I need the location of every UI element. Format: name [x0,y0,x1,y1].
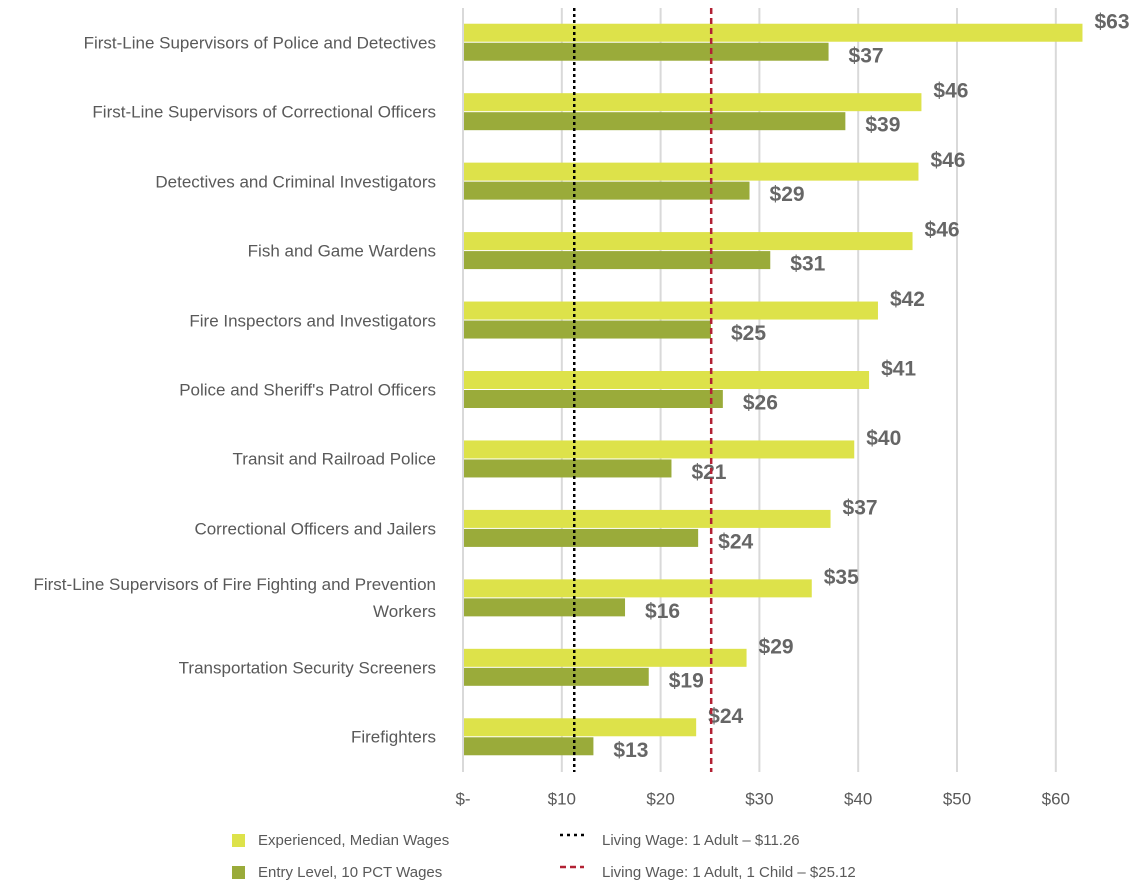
x-tick-label: $- [455,789,470,808]
data-label: $16 [645,600,680,623]
category-label: Detectives and Criminal Investigators [155,172,436,192]
bar [463,301,878,320]
bar [463,93,922,112]
data-label: $35 [824,566,859,589]
legend-label: Entry Level, 10 PCT Wages [258,864,442,881]
bar [463,737,594,756]
data-label: $46 [933,80,968,103]
x-tick-label: $50 [943,789,971,808]
data-label: $24 [708,705,743,728]
legend-label: Living Wage: 1 Adult, 1 Child – $25.12 [602,864,856,881]
bar [463,320,711,339]
legend-swatch [232,866,245,879]
bar [463,162,919,181]
data-label: $42 [890,288,925,311]
x-tick-label: $10 [548,789,576,808]
legend-label: Experienced, Median Wages [258,832,449,849]
category-label: First-Line Supervisors of Fire Fighting … [33,575,436,622]
bar [463,667,649,686]
category-label: Fire Inspectors and Investigators [189,311,436,331]
category-label: First-Line Supervisors of Police and Det… [83,33,436,53]
bar [463,112,846,131]
bar [463,648,747,667]
x-tick-label: $30 [745,789,773,808]
x-tick-label: $40 [844,789,872,808]
bar [463,718,697,737]
data-label: $39 [865,114,900,137]
data-label: $46 [925,219,960,242]
bar [463,42,829,61]
bar [463,440,855,459]
data-label: $29 [770,183,805,206]
bar [463,181,750,200]
x-tick-label: $60 [1042,789,1070,808]
legend-swatch [232,834,245,847]
category-label: Transportation Security Screeners [178,658,436,678]
bar [463,390,723,408]
category-label: Transit and Railroad Police [232,449,436,469]
bar [463,371,870,389]
bar [463,528,699,547]
x-tick-label: $20 [646,789,674,808]
data-label: $40 [866,427,901,450]
category-label: Firefighters [350,727,436,747]
data-label: $13 [613,739,648,762]
bar [463,598,626,617]
bar [463,509,831,528]
category-label: First-Line Supervisors of Correctional O… [92,102,436,122]
legend-label: Living Wage: 1 Adult – $11.26 [602,832,800,849]
data-label: $25 [731,322,766,345]
bar [463,459,672,478]
data-label: $46 [930,149,965,172]
data-label: $19 [669,669,704,692]
bar [463,251,771,270]
bar [463,232,913,251]
data-label: $26 [743,392,778,415]
data-label: $37 [843,496,878,519]
category-label: Police and Sheriff's Patrol Officers [179,380,436,400]
data-label: $63 [1094,10,1129,33]
data-label: $41 [881,358,916,381]
bar [463,23,1083,42]
category-label: Correctional Officers and Jailers [194,519,436,539]
data-label: $21 [691,461,726,484]
data-label: $24 [718,530,753,553]
category-label: Fish and Game Wardens [247,241,436,261]
data-label: $31 [790,253,825,276]
data-label: $29 [759,635,794,658]
data-label: $37 [849,44,884,67]
bar [463,579,812,598]
